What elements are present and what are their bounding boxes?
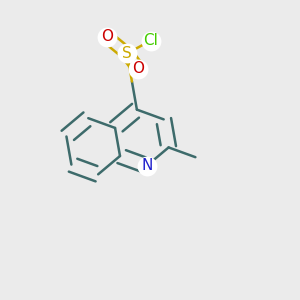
Text: S: S xyxy=(122,46,132,61)
Text: N: N xyxy=(141,158,152,173)
Text: O: O xyxy=(101,29,113,44)
Text: O: O xyxy=(132,61,144,76)
Text: Cl: Cl xyxy=(143,33,158,48)
